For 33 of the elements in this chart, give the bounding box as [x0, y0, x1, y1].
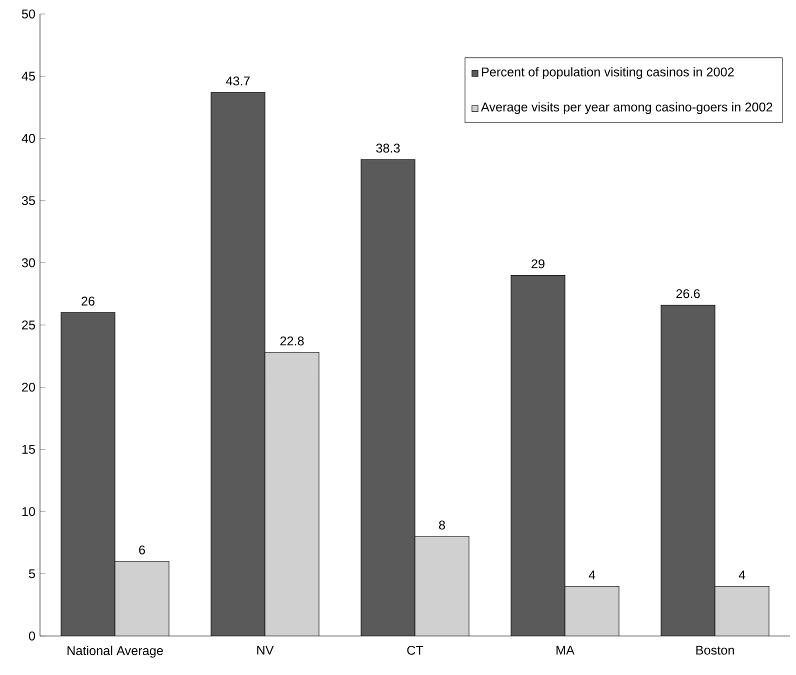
- y-tick-label: 50: [22, 10, 36, 18]
- data-label: 26.6: [676, 289, 700, 298]
- data-label: 22.8: [280, 336, 304, 346]
- legend-label: Percent of population visiting casinos in 2002: [482, 67, 734, 79]
- y-tick-label: 25: [22, 320, 35, 330]
- x-tick-label: NV: [257, 646, 274, 655]
- data-label: 6: [139, 545, 145, 554]
- bar: [660, 304, 716, 636]
- data-label: 4: [738, 570, 746, 580]
- data-label: 8: [439, 520, 445, 530]
- y-tick-label: 5: [28, 569, 35, 578]
- data-label: 4: [588, 570, 596, 580]
- bar: [61, 312, 116, 636]
- bar: [211, 92, 265, 636]
- y-tick-label: 15: [22, 444, 35, 454]
- x-tick-label: National Average: [68, 646, 163, 658]
- data-label: 26: [82, 296, 94, 306]
- legend-label: Average visits per year among casino-goers in 2002: [480, 102, 772, 114]
- x-tick-label: MA: [556, 646, 574, 655]
- data-label: 43.7: [226, 76, 250, 86]
- x-tick-label: CT: [407, 646, 424, 655]
- bar: [511, 275, 566, 636]
- y-tick-label: 45: [22, 72, 35, 81]
- x-tick-label: Boston: [696, 646, 734, 655]
- bar: [361, 160, 416, 636]
- y-tick-label: 10: [22, 507, 36, 516]
- y-tick-label: 35: [22, 196, 35, 206]
- y-tick-label: 0: [28, 632, 36, 640]
- y-tick-label: 40: [22, 134, 36, 143]
- y-tick-label: 20: [22, 382, 36, 392]
- y-tick-label: 30: [22, 258, 36, 268]
- data-label: 29: [532, 259, 544, 268]
- data-label: 38.3: [376, 144, 400, 153]
